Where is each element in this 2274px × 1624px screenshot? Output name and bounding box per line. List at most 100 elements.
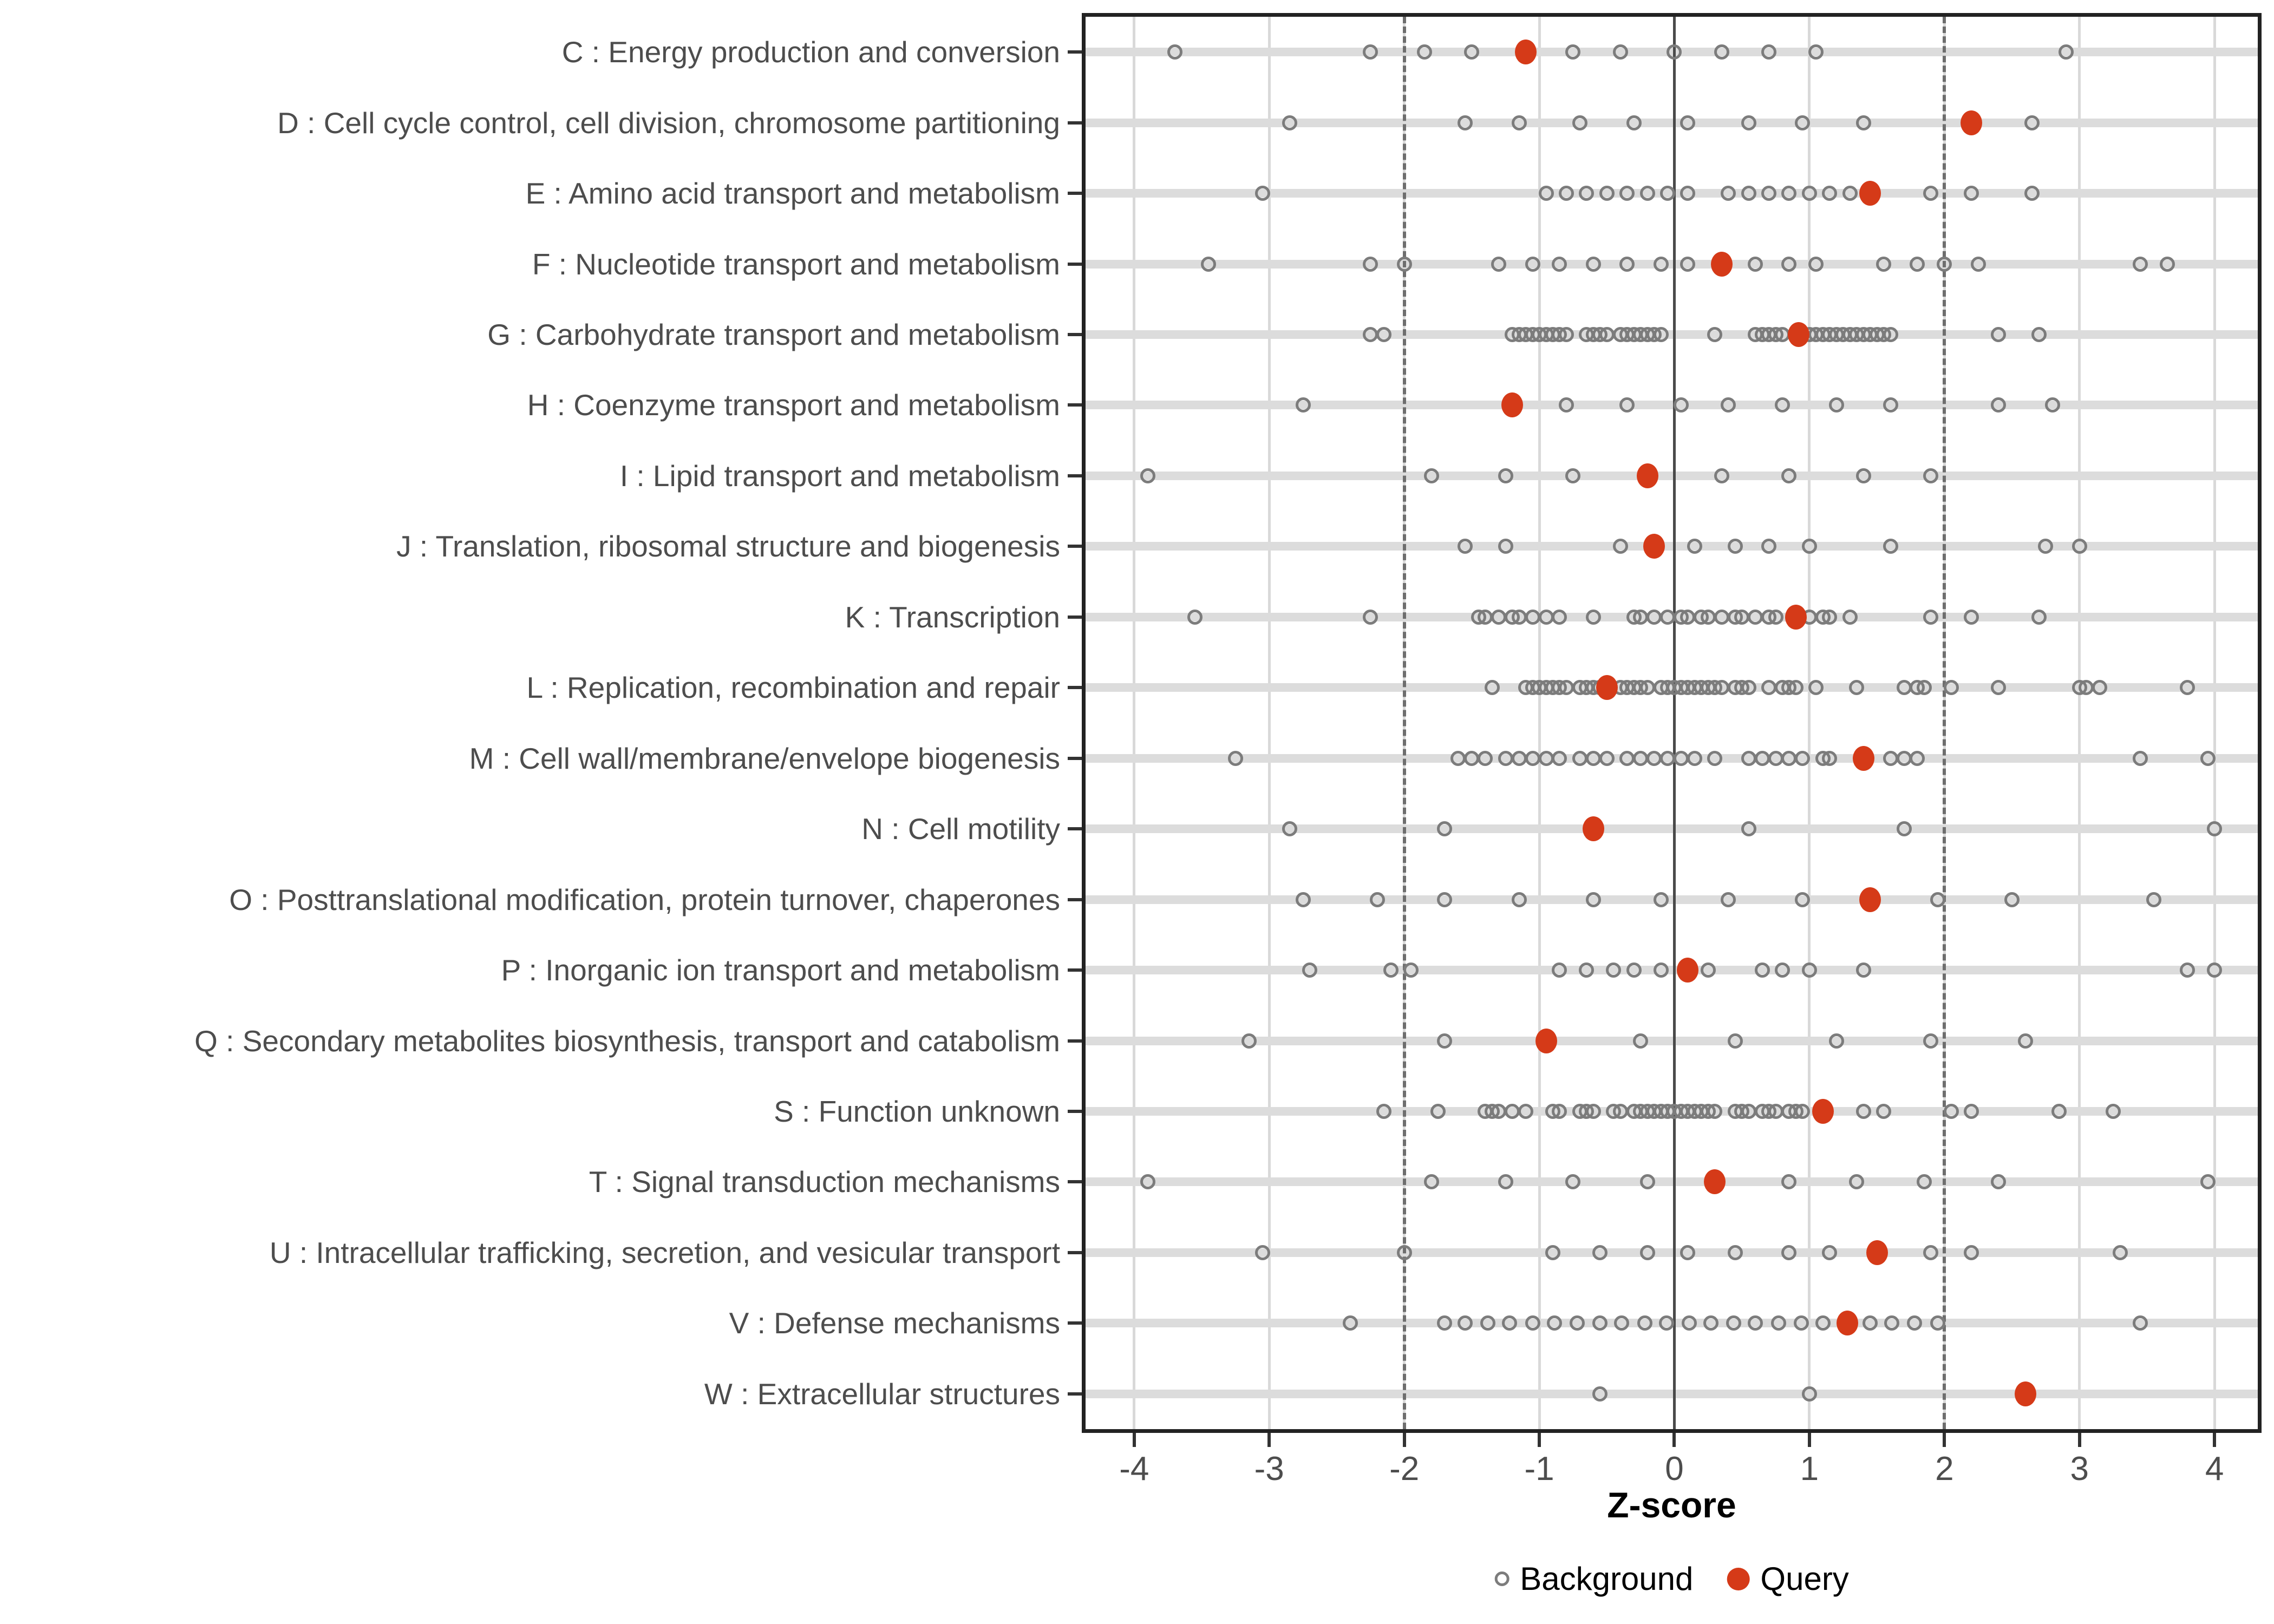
background-dot — [1714, 468, 1729, 483]
background-dot — [2106, 1103, 2121, 1119]
background-dot — [1437, 821, 1453, 837]
background-dot — [1714, 44, 1729, 60]
category-label: E : Amino acid transport and metabolism — [525, 176, 1060, 211]
background-dot — [1167, 44, 1182, 60]
row-stripe — [1086, 118, 2258, 127]
background-dot — [2031, 609, 2047, 625]
background-dot — [1741, 821, 1756, 837]
background-dot — [1801, 186, 1817, 201]
background-dot — [1342, 1315, 1358, 1331]
y-axis-tick — [1068, 968, 1082, 972]
background-dot — [1883, 539, 1898, 554]
background-dot — [2092, 680, 2108, 696]
query-dot — [1961, 110, 1983, 135]
background-dot — [1703, 1315, 1718, 1331]
background-dot — [1538, 750, 1554, 766]
background-dot — [1673, 750, 1689, 766]
background-dot — [2072, 539, 2087, 554]
y-axis-tick — [1068, 192, 1082, 195]
background-dot — [1572, 115, 1587, 130]
background-dot — [1680, 115, 1696, 130]
y-axis-tick — [1068, 898, 1082, 901]
background-dot — [2133, 1315, 2148, 1331]
background-dot — [1637, 1315, 1652, 1331]
category-label: P : Inorganic ion transport and metaboli… — [501, 953, 1060, 987]
background-dot — [1687, 750, 1702, 766]
background-dot — [1754, 750, 1770, 766]
background-dot — [1775, 962, 1791, 978]
background-dot — [1761, 680, 1777, 696]
category-label: D : Cell cycle control, cell division, c… — [277, 106, 1060, 140]
background-dot — [1741, 750, 1756, 766]
x-axis-tick-label: 3 — [2070, 1450, 2089, 1488]
background-dot — [1748, 609, 1763, 625]
row-stripe — [1086, 1389, 2258, 1398]
query-dot — [1785, 604, 1807, 630]
background-dot — [1714, 680, 1729, 696]
background-dot — [1748, 1315, 1763, 1331]
row-stripe — [1086, 542, 2258, 551]
background-dot — [1491, 1103, 1507, 1119]
background-dot — [1741, 186, 1756, 201]
x-axis-tick — [1538, 1433, 1541, 1447]
background-dot — [1200, 256, 1216, 272]
background-dot — [2017, 1033, 2033, 1049]
row-stripe — [1086, 330, 2258, 339]
background-dot — [1884, 1315, 1900, 1331]
background-dot — [1700, 962, 1716, 978]
x-axis-tick — [1267, 1433, 1271, 1447]
background-dot — [1619, 256, 1635, 272]
background-dot — [1140, 468, 1155, 483]
background-dot — [1741, 115, 1756, 130]
background-dot — [1653, 892, 1669, 907]
background-dot — [1863, 1315, 1878, 1331]
background-dot — [1910, 750, 1925, 766]
background-dot — [1658, 1315, 1674, 1331]
background-dot — [1681, 1315, 1697, 1331]
background-dot — [1795, 750, 1811, 766]
background-dot — [1558, 397, 1574, 413]
background-dot — [1700, 609, 1716, 625]
background-dot — [1396, 1245, 1412, 1260]
background-dot — [1801, 539, 1817, 554]
background-dot — [1599, 327, 1615, 343]
background-dot — [1842, 186, 1858, 201]
background-dot — [1822, 1245, 1838, 1260]
background-dot — [1437, 1033, 1453, 1049]
background-dot — [1565, 44, 1581, 60]
background-dot — [1726, 1315, 1742, 1331]
query-dot — [1596, 675, 1618, 700]
background-dot — [1680, 609, 1696, 625]
query-dot — [1582, 816, 1604, 842]
background-dot — [1646, 609, 1662, 625]
query-dot — [1787, 322, 1809, 348]
background-dot — [1660, 609, 1676, 625]
background-dot — [1896, 821, 1912, 837]
background-dot — [1457, 539, 1473, 554]
x-axis-tick — [1672, 1433, 1676, 1447]
category-label: H : Coenzyme transport and metabolism — [527, 388, 1060, 422]
x-axis-tick-label: 4 — [2205, 1450, 2224, 1488]
row-stripe — [1086, 259, 2258, 269]
background-dot — [1741, 1103, 1756, 1119]
row-stripe — [1086, 895, 2258, 904]
query-dot — [1501, 392, 1524, 418]
gridline — [1133, 17, 1136, 1429]
background-dot — [1855, 1103, 1871, 1119]
background-dot — [1721, 397, 1736, 413]
background-dot — [1781, 1245, 1797, 1260]
background-dot — [1538, 186, 1554, 201]
background-dot — [1775, 397, 1791, 413]
category-label: S : Function unknown — [774, 1094, 1060, 1128]
background-dot — [1808, 44, 1824, 60]
background-dot — [1842, 609, 1858, 625]
background-dot — [1801, 1386, 1817, 1402]
background-dot — [1295, 892, 1311, 907]
y-axis-tick — [1068, 262, 1082, 266]
background-dot — [1828, 397, 1844, 413]
background-dot — [1363, 44, 1378, 60]
query-dot — [1636, 463, 1658, 488]
x-axis-tick-label: 0 — [1665, 1450, 1684, 1488]
gridline — [1538, 17, 1541, 1429]
